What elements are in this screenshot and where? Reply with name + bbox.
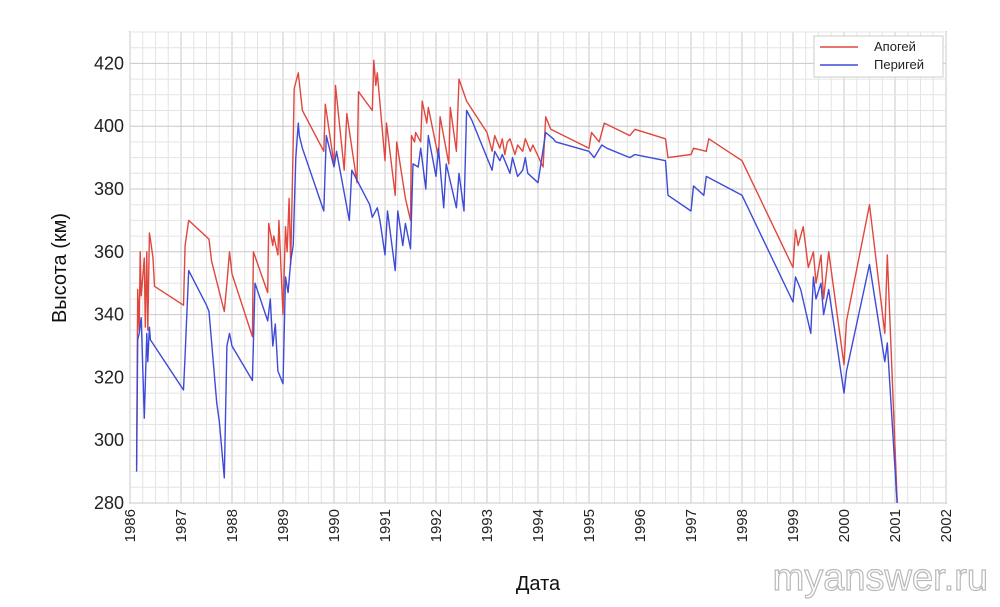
legend: Апогей Перигей (813, 35, 944, 78)
x-tick-label: 1991 (377, 509, 394, 542)
x-tick-label: 1996 (632, 509, 649, 542)
x-tick-label: 1995 (581, 509, 598, 542)
y-tick-label: 360 (94, 242, 124, 262)
y-axis-ticks: 280 300 320 340 360 380 400 420 (94, 53, 124, 513)
y-tick-label: 340 (94, 305, 124, 325)
x-tick-label: 1997 (683, 509, 700, 542)
series-line-apogee (135, 59, 898, 503)
x-tick-label: 1989 (275, 509, 292, 542)
y-tick-label: 320 (94, 367, 124, 387)
y-tick-label: 300 (94, 430, 124, 450)
x-tick-label: 1992 (428, 509, 445, 542)
x-axis-title: Дата (516, 573, 561, 595)
x-tick-label: 1988 (224, 509, 241, 542)
x-tick-label: 2001 (887, 509, 904, 542)
y-axis-title: Высота (км) (49, 213, 71, 323)
x-tick-label: 1993 (479, 509, 496, 542)
y-tick-label: 380 (94, 179, 124, 199)
legend-label-perigee: Перигей (874, 57, 924, 72)
x-tick-label: 1994 (530, 509, 547, 542)
x-tick-label: 1999 (785, 509, 802, 542)
y-tick-label: 400 (94, 116, 124, 136)
y-tick-label: 420 (94, 53, 124, 73)
x-tick-label: 2002 (938, 509, 955, 542)
x-tick-label: 2000 (836, 509, 853, 542)
x-axis-ticks: 1986 1987 1988 1989 1990 1991 1992 1993 1994 1995… (122, 509, 955, 542)
x-tick-label: 1986 (122, 509, 139, 542)
x-tick-label: 1998 (734, 509, 751, 542)
x-tick-label: 1990 (326, 509, 343, 542)
grid (129, 31, 947, 504)
y-tick-label: 280 (94, 493, 124, 513)
x-tick-label: 1987 (173, 509, 190, 542)
legend-box (813, 35, 944, 78)
watermark: myanswer.ru (773, 557, 988, 599)
series-layer (135, 59, 898, 503)
series-line-perigee (135, 109, 898, 503)
legend-label-apogee: Апогей (874, 39, 916, 54)
